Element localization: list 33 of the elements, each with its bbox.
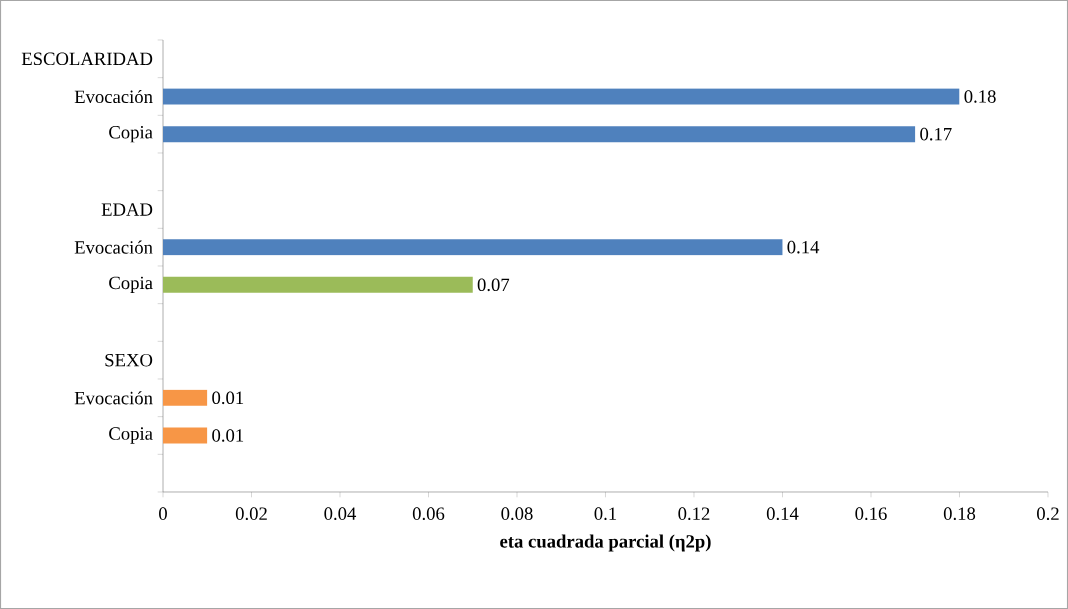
y-tick-label: Evocación xyxy=(74,391,153,405)
y-tick-label: Copia xyxy=(109,276,153,293)
bar xyxy=(163,427,208,444)
data-label: 0.07 xyxy=(477,278,510,292)
bar xyxy=(163,389,208,406)
x-tick-label: 0.12 xyxy=(678,507,710,521)
data-label: 0.01 xyxy=(212,391,244,405)
x-tick-label: 0.08 xyxy=(501,507,533,521)
x-tick-label: 0.16 xyxy=(855,507,887,521)
x-tick-label: 0 xyxy=(159,507,167,520)
bar xyxy=(163,239,783,256)
bar xyxy=(163,126,916,143)
bar xyxy=(163,276,473,293)
data-label: 0.17 xyxy=(920,127,952,141)
y-tick-label: ESCOLARIDAD xyxy=(21,52,153,66)
x-tick-label: 0.18 xyxy=(943,507,976,521)
bar xyxy=(163,88,960,105)
y-tick-label: Evocación xyxy=(74,89,153,104)
data-label: 0.18 xyxy=(964,90,996,103)
data-label: 0.14 xyxy=(787,240,820,254)
x-tick-label: 0.06 xyxy=(412,507,445,521)
x-tick-label: 0.14 xyxy=(766,507,799,521)
x-tick-label: 0.2 xyxy=(1037,507,1059,521)
y-tick-label: SEXO xyxy=(105,353,153,367)
data-label: 0.01 xyxy=(212,429,244,442)
x-axis-title: eta cuadrada parcial (η2p) xyxy=(500,534,711,552)
x-tick-label: 0.04 xyxy=(324,507,357,521)
y-tick-label: Copia xyxy=(109,125,153,143)
x-tick-label: 0.02 xyxy=(235,507,267,521)
y-tick-label: Evocación xyxy=(74,240,153,254)
y-tick-label: EDAD xyxy=(101,203,153,216)
x-tick-label: 0.1 xyxy=(594,507,617,521)
y-tick-label: Copia xyxy=(109,427,153,444)
